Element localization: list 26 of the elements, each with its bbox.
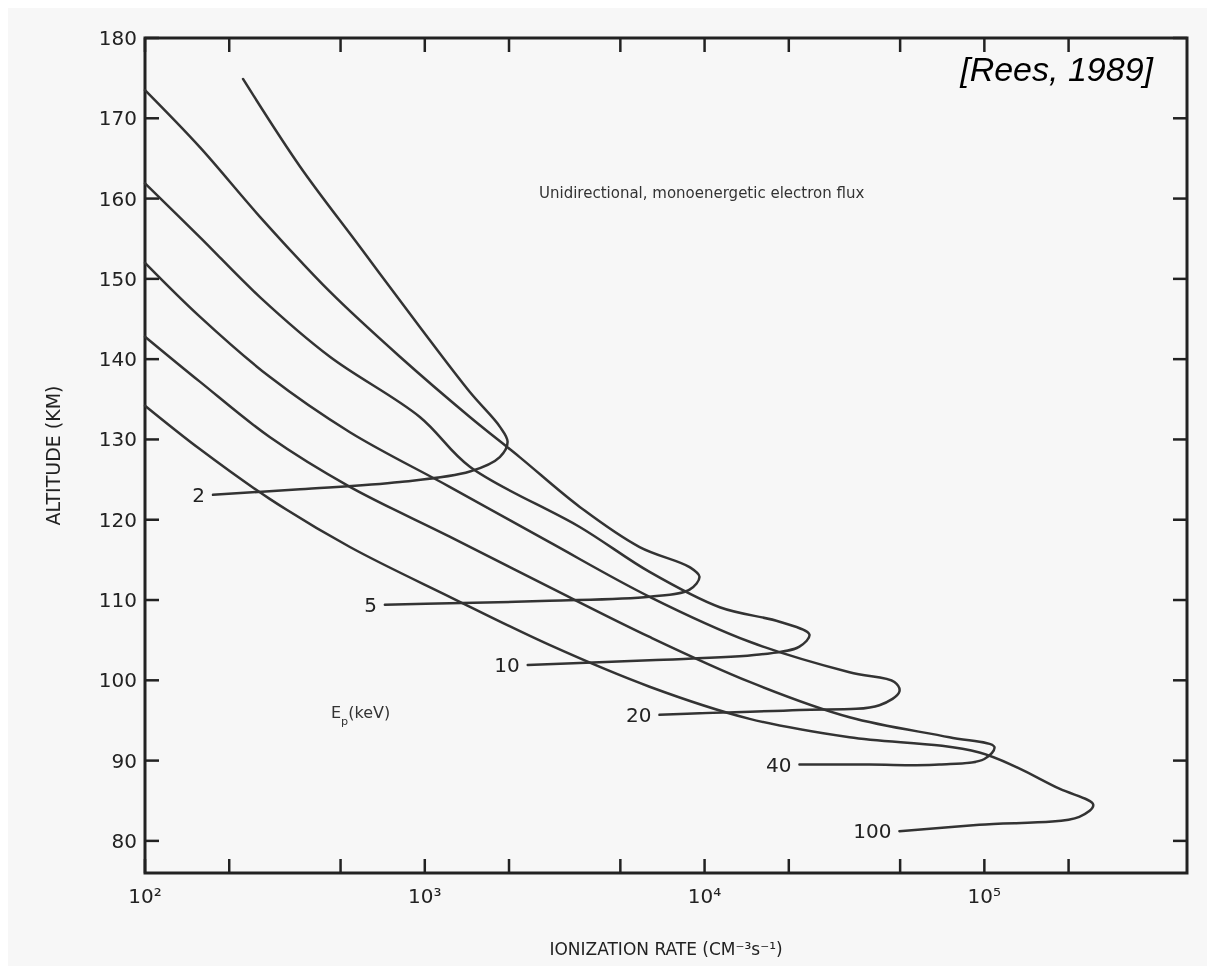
- y-tick-label: 80: [111, 828, 137, 853]
- y-tick-label: 150: [98, 266, 137, 291]
- x-tick-label: 10³: [408, 884, 442, 908]
- y-tick-label: 130: [98, 427, 137, 452]
- x-tick-label: 10⁵: [967, 884, 1002, 908]
- annotation: Unidirectional, monoenergetic electron flux: [539, 184, 865, 202]
- series-label: 10: [494, 653, 520, 678]
- y-tick-label: 140: [98, 347, 137, 372]
- y-axis-title: ALTITUDE (KM): [42, 385, 64, 526]
- y-tick-label: 170: [98, 106, 137, 131]
- annotation: [Rees, 1989]: [959, 50, 1155, 88]
- x-axis-title: IONIZATION RATE (CM⁻³s⁻¹): [549, 939, 783, 959]
- series-label: 20: [626, 702, 652, 727]
- y-tick-label: 110: [98, 588, 137, 613]
- y-tick-label: 90: [111, 748, 137, 773]
- x-tick-label: 10²: [128, 884, 162, 908]
- y-tick-label: 160: [98, 186, 137, 211]
- annotation: E$_{p}$(keV): [331, 703, 391, 728]
- x-tick-label: 10⁴: [687, 884, 722, 908]
- y-tick-label: 100: [98, 668, 137, 693]
- series-label: 2: [192, 482, 205, 507]
- series-label: 40: [765, 752, 792, 777]
- series-label: 100: [853, 819, 892, 844]
- series-label: 5: [364, 592, 377, 617]
- y-tick-label: 120: [98, 507, 137, 532]
- y-tick-label: 180: [98, 26, 137, 50]
